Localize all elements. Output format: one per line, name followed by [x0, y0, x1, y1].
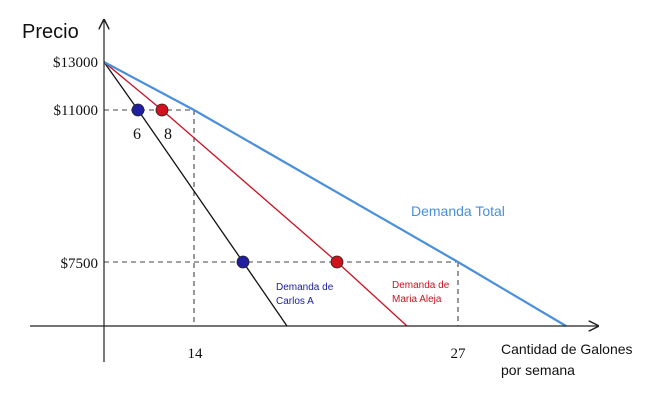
- y-tick-label-11000: $11000: [54, 103, 98, 119]
- series-label-carlos-line-2: Carlos A: [276, 296, 314, 307]
- marker-maria-36: [330, 255, 344, 269]
- y-tick-label-13000: $13000: [53, 55, 98, 71]
- point-label-6: 6: [133, 126, 141, 143]
- curve-maria: [103, 61, 408, 327]
- x-axis-title-line-2: por semana: [501, 362, 575, 378]
- marker-maria-8: [155, 103, 169, 117]
- demand-curves: [103, 61, 567, 327]
- curve-total: [103, 61, 567, 327]
- data-markers: [131, 103, 344, 269]
- series-label-maria-line-2: Maria Aleja: [392, 294, 442, 305]
- series-label-maria-line-1: Demanda de: [392, 280, 450, 291]
- x-tick-label-27: 27: [451, 346, 467, 362]
- x-axis-title-line-1: Cantidad de Galones: [501, 341, 633, 357]
- curve-carlos: [103, 61, 288, 327]
- x-tick-label-14: 14: [188, 346, 204, 362]
- y-tick-label-7500: $7500: [61, 256, 99, 272]
- guide-lines: [104, 109, 459, 326]
- series-label-carlos-line-1: Demanda de: [276, 282, 334, 293]
- marker-carlos-21: [236, 255, 250, 269]
- marker-carlos-6: [131, 103, 145, 117]
- point-label-8: 8: [164, 126, 172, 143]
- y-axis-title: Precio: [22, 21, 79, 43]
- series-label-total: Demanda Total: [411, 203, 505, 219]
